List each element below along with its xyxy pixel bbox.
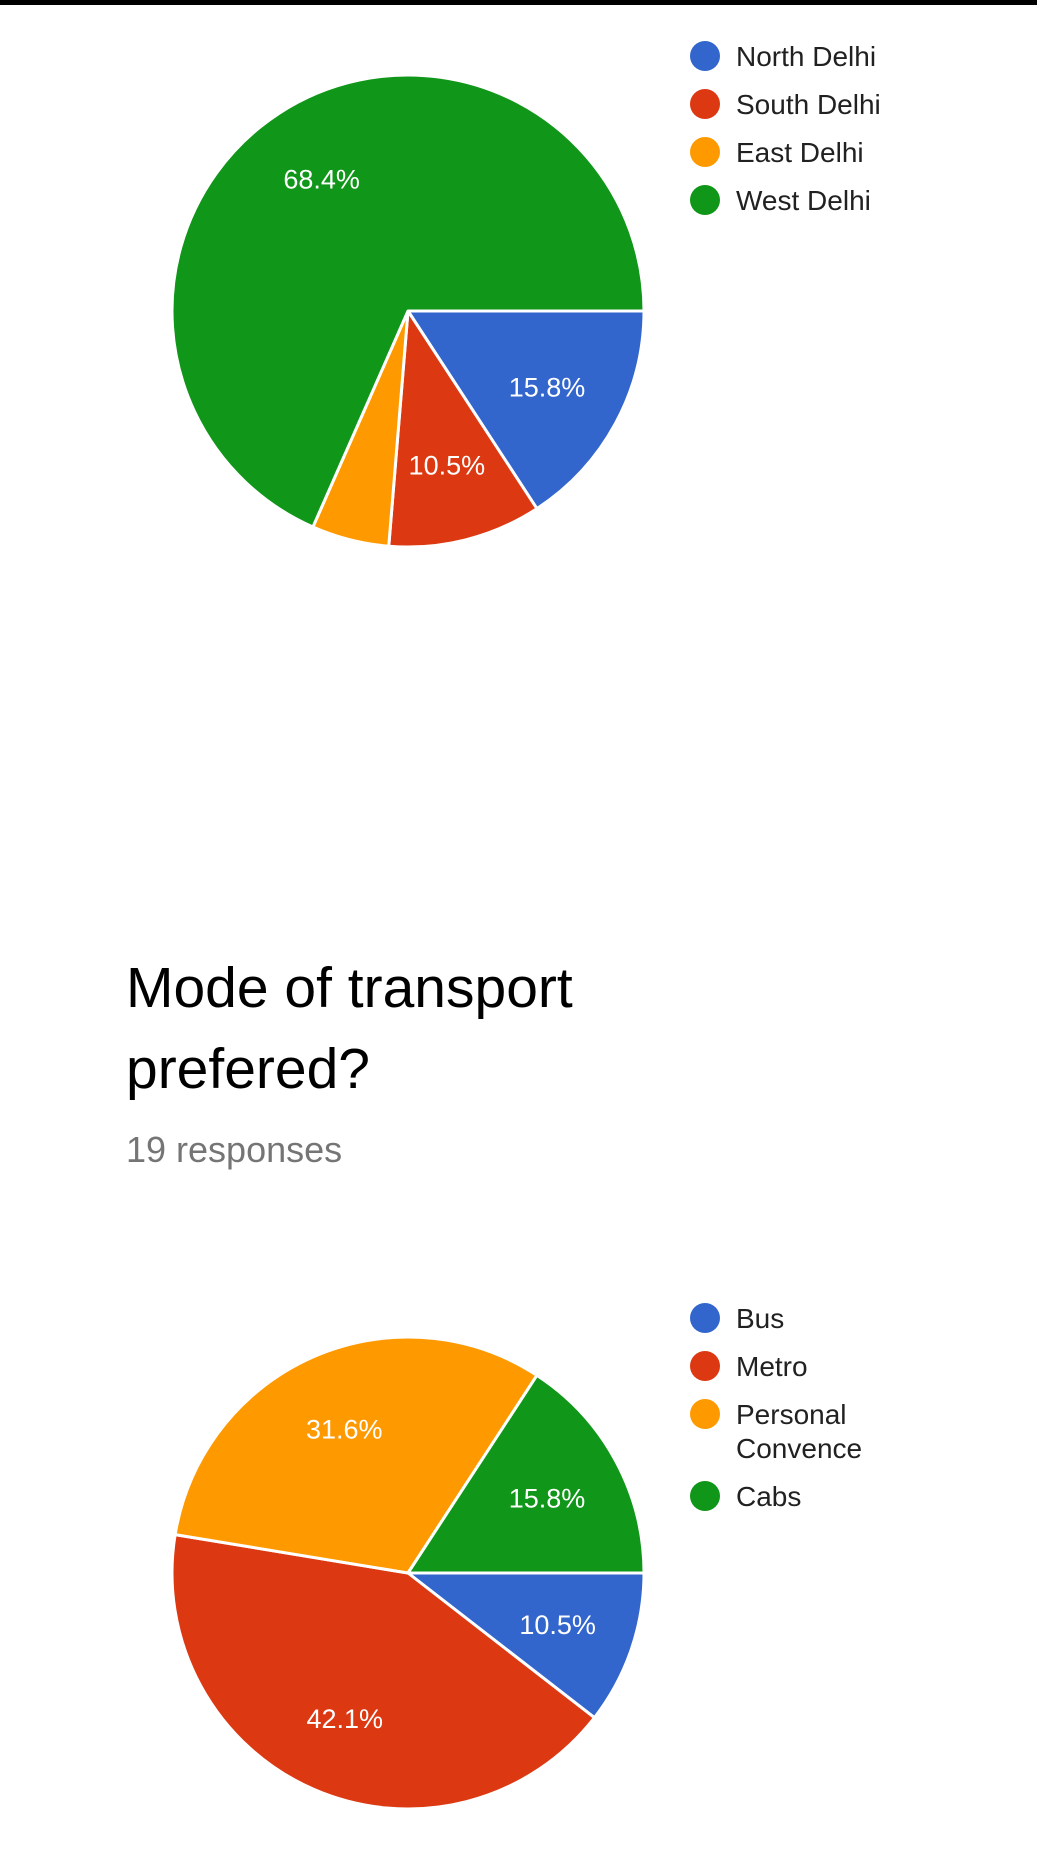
slice-label-cabs: 15.8% xyxy=(509,1484,586,1514)
slice-label-south-delhi: 10.5% xyxy=(409,450,486,480)
question-title: Mode of transport prefered? xyxy=(126,956,573,1101)
slice-label-west-delhi: 68.4% xyxy=(283,165,360,195)
location-pie-chart: 15.8% 10.5% 68.4% xyxy=(170,73,646,549)
pie-slice-cabs xyxy=(406,1373,646,1575)
slice-label-metro: 42.1% xyxy=(306,1704,383,1734)
legend-swatch xyxy=(690,41,720,71)
transport-legend: Bus Metro Personal Convence Cabs xyxy=(690,1302,1010,1528)
location-legend: North Delhi South Delhi East Delhi West Del… xyxy=(690,40,1010,232)
legend-label: North Delhi xyxy=(736,41,877,72)
legend-swatch xyxy=(690,137,720,167)
legend-label: West Delhi xyxy=(736,185,871,216)
legend-item-west-delhi: West Delhi xyxy=(690,184,1010,218)
legend-swatch xyxy=(690,1303,720,1333)
legend-item-east-delhi: East Delhi xyxy=(690,136,1010,170)
legend-label: South Delhi xyxy=(736,89,881,120)
legend-item-bus: Bus xyxy=(690,1302,1010,1336)
pie-slice-west-delhi xyxy=(170,73,646,529)
pie-slice-south-delhi xyxy=(387,309,539,549)
pie-slice-metro xyxy=(170,1533,596,1811)
legend-label: Metro xyxy=(736,1351,808,1382)
slice-label-personal-convence: 31.6% xyxy=(306,1414,383,1444)
slice-label-north-delhi: 15.8% xyxy=(509,372,586,402)
legend-item-metro: Metro xyxy=(690,1350,1010,1384)
legend-item-personal-convence: Personal Convence xyxy=(690,1398,1010,1466)
legend-swatch xyxy=(690,1399,720,1429)
legend-label: Cabs xyxy=(736,1481,802,1512)
legend-item-south-delhi: South Delhi xyxy=(690,88,1010,122)
legend-swatch xyxy=(690,1351,720,1381)
response-count: 19 responses xyxy=(126,1129,343,1170)
legend-swatch xyxy=(690,1481,720,1511)
pie-slice-bus xyxy=(406,1571,646,1720)
slice-label-bus: 10.5% xyxy=(519,1610,596,1640)
pie-slice-personal-convence xyxy=(173,1335,539,1575)
transport-pie-chart: 10.5% 42.1% 31.6% 15.8% xyxy=(170,1335,646,1811)
legend-swatch xyxy=(690,89,720,119)
legend-label: Bus xyxy=(736,1303,785,1334)
legend-label: East Delhi xyxy=(736,137,864,168)
top-border xyxy=(0,0,1037,5)
legend-item-north-delhi: North Delhi xyxy=(690,40,1010,74)
legend-swatch xyxy=(690,185,720,215)
legend-label: Personal Convence xyxy=(736,1399,863,1464)
pie-slice-north-delhi xyxy=(406,309,646,511)
legend-item-cabs: Cabs xyxy=(690,1480,1010,1514)
